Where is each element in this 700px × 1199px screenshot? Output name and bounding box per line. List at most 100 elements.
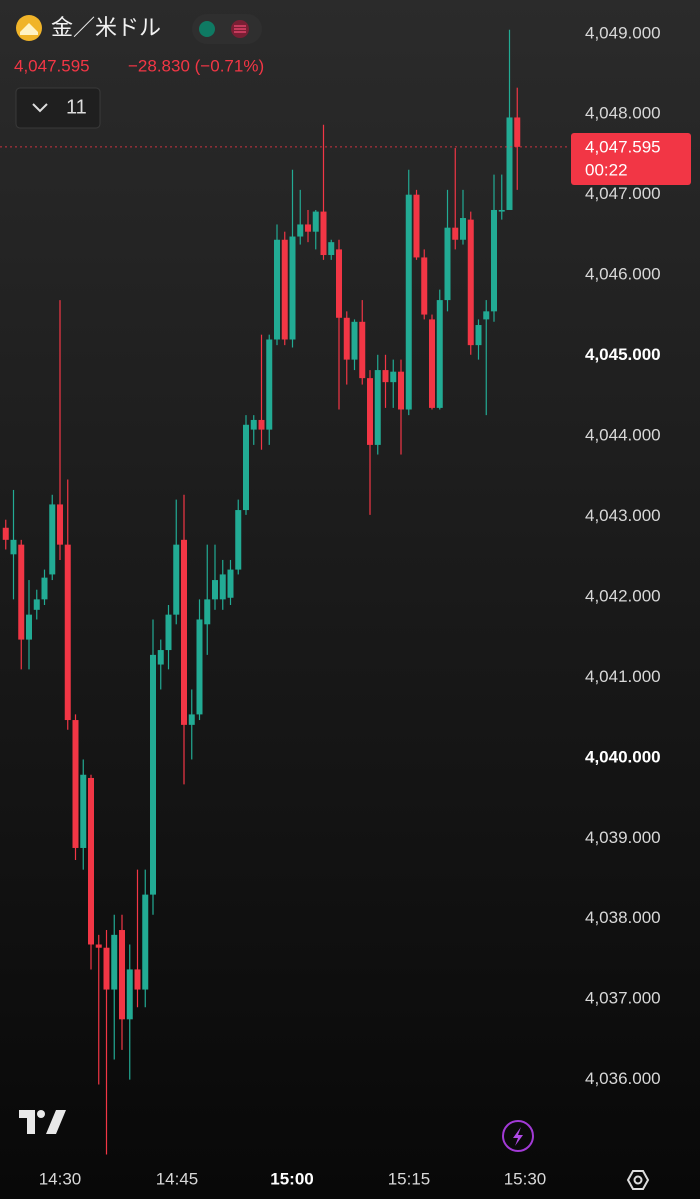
candle-body — [483, 311, 490, 320]
candle-body — [10, 539, 17, 555]
y-tick-label: 4,045.000 — [585, 345, 661, 364]
y-tick-label: 4,039.000 — [585, 828, 661, 847]
candle-body — [18, 544, 25, 640]
candle-body — [382, 370, 389, 383]
y-tick-label: 4,044.000 — [585, 426, 661, 445]
candle-body — [188, 714, 195, 725]
price-tag-countdown: 00:22 — [585, 160, 628, 179]
interval-dropdown[interactable]: 11 — [15, 87, 101, 129]
candle-body — [421, 257, 428, 315]
candle-body — [250, 419, 257, 430]
candle-body — [119, 930, 125, 1020]
candle-body — [506, 117, 513, 210]
status-toggle[interactable] — [192, 14, 262, 44]
candle-body — [142, 894, 149, 990]
candle-body — [475, 325, 482, 346]
settings-button[interactable] — [626, 1170, 650, 1190]
candle-body — [212, 580, 218, 600]
candle-body — [88, 777, 94, 945]
candle-body — [134, 969, 141, 990]
candle-body — [467, 219, 474, 346]
lightning-button[interactable] — [502, 1120, 534, 1152]
candle-body — [491, 209, 497, 312]
y-tick-label: 4,043.000 — [585, 506, 661, 525]
candle-body — [351, 321, 358, 360]
y-tick-label: 4,047.000 — [585, 184, 661, 203]
candle-body — [95, 944, 102, 948]
candle-body — [359, 321, 366, 379]
candle-body — [181, 539, 187, 725]
candle-body — [398, 371, 404, 410]
candle-body — [289, 236, 296, 340]
candle-body — [498, 209, 505, 212]
candle-body — [413, 194, 420, 258]
y-tick-label: 4,042.000 — [585, 586, 661, 605]
candle-body — [26, 614, 32, 640]
y-tick-label: 4,037.000 — [585, 989, 661, 1008]
candle-body — [157, 650, 164, 665]
candle-body — [126, 969, 133, 1020]
candle-body — [305, 224, 311, 232]
candle-body — [452, 227, 459, 240]
symbol: 金／米ドル — [51, 15, 161, 40]
symbol-icon — [16, 15, 42, 41]
candle-body — [173, 544, 180, 615]
candle-body — [343, 317, 350, 360]
candle-body — [80, 774, 87, 848]
x-tick-label: 15:30 — [504, 1169, 547, 1188]
candle-body — [196, 619, 203, 715]
candle-body — [57, 504, 63, 545]
candle-body — [204, 599, 211, 625]
candle-body — [374, 370, 381, 445]
price-change: −28.830 (−0.71%) — [128, 56, 264, 75]
candle-body — [328, 242, 335, 256]
candle-body — [405, 194, 412, 410]
candle-body — [274, 239, 280, 340]
y-tick-label: 4,046.000 — [585, 265, 661, 284]
candle-body — [436, 300, 443, 408]
y-tick-label: 4,036.000 — [585, 1069, 661, 1088]
candle-body — [444, 227, 451, 301]
interval: 11 — [66, 96, 87, 118]
candle-body — [227, 569, 234, 598]
candle-body — [460, 218, 466, 240]
candle-body — [312, 211, 319, 232]
candle-body — [320, 211, 327, 256]
candle-body — [72, 720, 79, 848]
y-tick-label: 4,040.000 — [585, 747, 661, 766]
x-tick-label: 15:15 — [388, 1169, 431, 1188]
y-tick-label: 4,041.000 — [585, 667, 661, 686]
candle-body — [2, 527, 9, 540]
candle-body — [514, 117, 521, 147]
tradingview-logo[interactable] — [19, 1110, 66, 1134]
candle-body — [235, 510, 242, 570]
last-price: 4,047.595 — [14, 56, 90, 75]
candle-body — [64, 544, 71, 721]
candle-body — [266, 339, 273, 430]
candle-body — [297, 224, 304, 237]
x-tick-label: 15:00 — [270, 1169, 313, 1188]
x-tick-label: 14:45 — [156, 1169, 199, 1188]
candle-body — [281, 239, 288, 340]
candle-body — [103, 947, 110, 990]
candle-body — [41, 577, 48, 600]
price-tag: 4,047.595 00:22 — [571, 133, 691, 185]
candle-body — [367, 378, 373, 445]
candle-body — [429, 319, 435, 408]
candle-body — [111, 934, 118, 990]
candle-body — [150, 654, 156, 895]
candles — [0, 29, 570, 1155]
candle-body — [243, 424, 249, 511]
candle-body — [49, 504, 56, 575]
candle-body — [33, 599, 40, 610]
y-tick-label: 4,048.000 — [585, 104, 661, 123]
candle-body — [165, 614, 172, 651]
candle-body — [336, 249, 342, 318]
y-tick-label: 4,038.000 — [585, 908, 661, 927]
y-tick-label: 4,049.000 — [585, 23, 661, 42]
price-tag-price: 4,047.595 — [585, 137, 661, 156]
candle-body — [258, 419, 265, 430]
candle-body — [390, 371, 397, 383]
x-tick-label: 14:30 — [39, 1169, 82, 1188]
